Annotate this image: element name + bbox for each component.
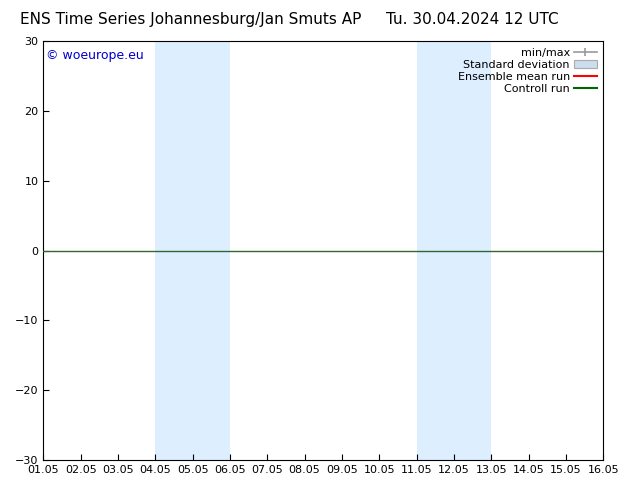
- Text: ENS Time Series Johannesburg/Jan Smuts AP: ENS Time Series Johannesburg/Jan Smuts A…: [20, 12, 361, 27]
- Text: Tu. 30.04.2024 12 UTC: Tu. 30.04.2024 12 UTC: [386, 12, 559, 27]
- Bar: [155, 41, 230, 460]
- Legend: min/max, Standard deviation, Ensemble mean run, Controll run: min/max, Standard deviation, Ensemble me…: [455, 45, 600, 98]
- Bar: [417, 41, 491, 460]
- Text: © woeurope.eu: © woeurope.eu: [46, 49, 144, 62]
